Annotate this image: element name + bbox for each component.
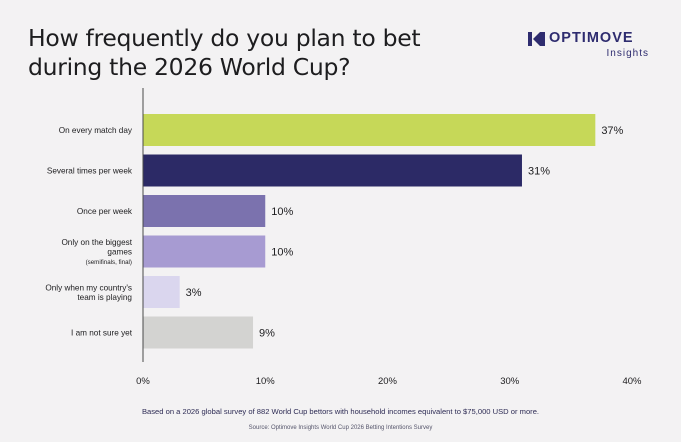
bar [143,276,180,308]
logo-subtitle: Insights [606,48,649,59]
category-label: games [107,248,132,257]
x-tick-label: 30% [500,376,520,387]
category-label: (semifinals, final) [86,259,132,266]
chart-title: How frequently do you plan to bet during… [28,24,421,81]
logo-name: OPTIMOVE [549,30,634,46]
bar-value-label: 9% [259,328,275,340]
bar-value-label: 10% [271,206,293,218]
category-label: On every match day [59,126,133,135]
x-tick-label: 0% [136,376,150,387]
category-label: Only on the biggest [61,238,132,247]
x-tick-label: 20% [378,376,398,387]
bar-value-label: 31% [528,166,550,178]
x-tick-label: 10% [256,376,276,387]
bar [143,154,522,187]
bar-value-label: 37% [601,125,623,137]
optimove-logo: OPTIMOVE Insights [528,30,653,64]
category-label: Only when my country's [45,283,132,292]
bar-chart: 37% On every match day 31% Several times pe… [45,88,642,387]
bar [143,316,254,349]
category-label: team is playing [77,293,132,302]
bar-value-label: 3% [186,287,202,299]
bar [143,195,266,227]
category-label: I am not sure yet [71,329,133,338]
optimove-logo-icon [528,32,545,46]
category-label: Once per week [77,207,133,216]
x-tick-label: 40% [622,376,642,387]
bar-value-label: 10% [271,247,293,259]
source-note: Source: Optimove Insights World Cup 2026… [248,425,433,431]
category-label: Several times per week [47,167,133,176]
bar [143,114,596,146]
footnote: Based on a 2026 global survey of 882 Wor… [141,407,540,416]
bar [143,235,266,268]
